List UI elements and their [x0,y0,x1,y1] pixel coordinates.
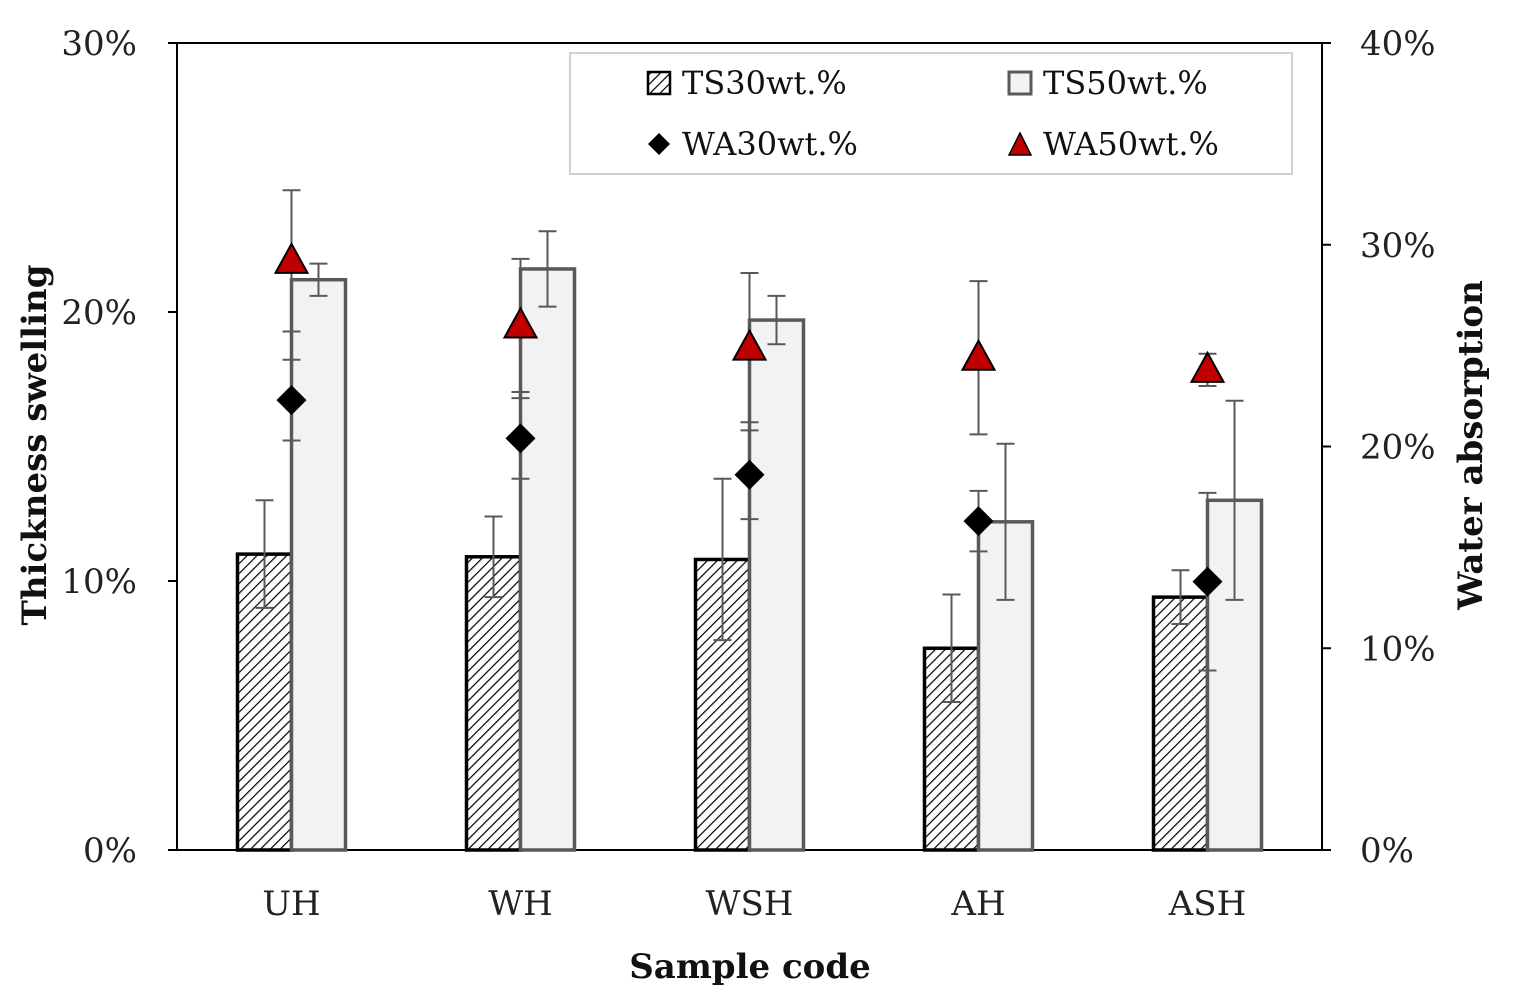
y2-tick-label: 10% [1360,629,1436,669]
marker-wa50wt--uh [273,241,310,274]
bar-ts50wt--wh [518,267,577,852]
x-tick-label: WSH [706,884,794,924]
marker-wa30wt--wh [505,423,536,454]
legend-label-ts50: TS50wt.% [1043,64,1208,102]
marker-wa50wt--ash [1189,350,1226,383]
legend-box [569,52,1293,175]
marker-wa30wt--wsh [734,459,765,490]
y-tick-label: 10% [61,562,137,602]
y2-tick-label: 20% [1360,428,1436,468]
y-axis-title: Thickness swelling [15,265,55,626]
marker-wa30wt--uh [276,385,307,416]
y-tick-label: 20% [61,293,137,333]
legend-label-wa50: WA50wt.% [1043,125,1219,163]
legend-label-wa30: WA30wt.% [682,125,858,163]
bar-ts50wt--wsh [747,318,806,852]
legend-marker-wa50 [1007,131,1033,156]
bar-ts30wt--wh [464,555,523,852]
x-tick-label: WH [488,884,553,924]
bar-ts30wt--ash [1151,595,1210,852]
legend-swatch-ts50 [1007,70,1033,96]
marker-wa50wt--wh [502,306,539,339]
y2-tick-label: 40% [1360,24,1436,64]
x-tick-label: UH [262,884,320,924]
marker-wa30wt--ash [1192,566,1223,597]
marker-wa50wt--ah [960,338,997,371]
y2-tick-label: 30% [1360,226,1436,266]
marker-wa50wt--wsh [731,328,768,361]
y2-tick-label: 0% [1360,831,1414,871]
y-tick-label: 30% [61,24,137,64]
x-tick-label: ASH [1168,884,1247,924]
legend-swatch-ts30 [646,70,672,96]
x-tick-label: AH [950,884,1005,924]
y-tick-label: 0% [83,831,137,871]
legend-label-ts30: TS30wt.% [682,64,847,102]
x-axis-title: Sample code [629,947,871,987]
legend: TS30wt.% TS50wt.% WA30wt.% WA50wt.% [569,52,1293,175]
bar-ts50wt--uh [289,277,348,852]
marker-wa30wt--ah [963,506,994,537]
y2-axis-title: Water absorption [1451,280,1491,611]
legend-marker-wa30 [648,133,670,155]
